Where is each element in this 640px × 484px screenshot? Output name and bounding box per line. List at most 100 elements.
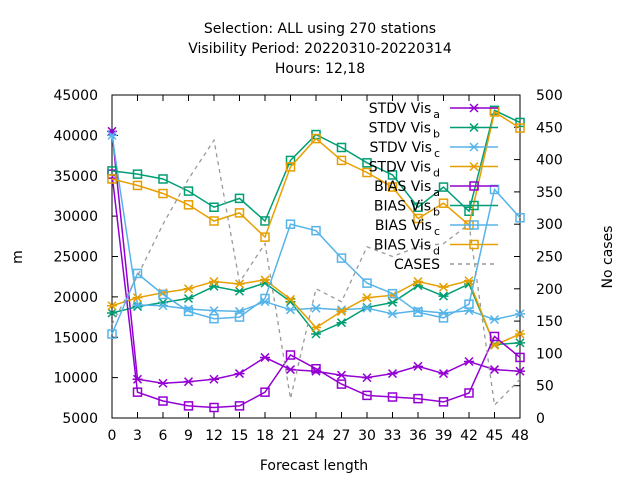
data-point [362,303,372,313]
data-point [464,299,474,309]
y2-tick-label: 0 [536,411,545,427]
data-point [387,170,398,180]
legend-label: STDV Vis b [369,121,440,141]
data-point [285,155,296,166]
data-point [311,133,321,144]
data-point [285,294,296,304]
data-point [132,293,143,303]
y2-tick-label: 350 [536,185,563,201]
y2-tick-label: 200 [536,282,563,298]
y-tick-label: 35000 [53,169,98,185]
x-tick-label: 24 [307,428,325,444]
legend-label: STDV Vis c [369,140,440,160]
x-tick-label: 42 [460,428,478,444]
data-point [438,282,449,292]
data-point [464,388,474,398]
data-point [234,369,245,379]
data-point [515,366,525,376]
y2-tick-label: 500 [536,88,563,104]
series-line [111,187,521,335]
data-point [132,268,143,279]
data-point [158,289,168,300]
data-point [158,378,168,388]
data-point [311,363,321,374]
data-point [413,361,423,371]
data-point [311,323,321,333]
data-point [132,374,143,384]
y2-tick-label: 250 [536,250,563,266]
data-point [362,158,372,168]
data-point [209,216,219,226]
data-point [489,365,500,375]
data-point [234,208,245,218]
data-point [183,186,194,196]
data-point [362,278,372,288]
series-line [111,279,521,347]
data-point [336,370,347,380]
data-point [489,314,500,325]
data-point [183,377,194,387]
data-point [413,277,423,287]
y-tick-label: 5000 [62,411,98,427]
data-point [464,206,474,217]
data-point [285,219,296,229]
data-point [209,374,219,384]
data-point [311,225,321,236]
data-point [515,123,525,133]
data-point [362,373,372,383]
x-tick-label: 27 [333,428,351,444]
data-point [107,329,117,339]
data-point [158,174,168,184]
x-axis-label: Forecast length [260,458,368,474]
data-point [260,352,270,362]
data-point [387,369,398,379]
x-tick-label: 39 [435,428,453,444]
x-tick-label: 6 [159,428,168,444]
data-point [234,279,245,289]
data-point [183,284,194,294]
data-point [209,281,219,291]
x-tick-label: 3 [133,428,142,444]
data-point [336,318,347,328]
y2-tick-label: 50 [536,379,554,395]
data-point [158,301,168,311]
data-point [387,297,398,308]
data-point [234,193,245,204]
x-tick-label: 30 [358,428,376,444]
x-tick-label: 12 [205,428,223,444]
legend-label: BIAS Vis d [374,238,440,258]
data-point [260,387,270,397]
data-point [387,288,398,299]
series-line [111,282,521,346]
data-point [336,379,347,389]
data-point [464,276,474,286]
y-tick-label: 45000 [53,88,98,104]
y-tick-label: 25000 [53,250,98,266]
y2-tick-label: 100 [536,346,563,362]
chart-title-line: Visibility Period: 20220310-20220314 [188,41,452,57]
legend-marker [469,200,479,211]
y-tick-label: 30000 [53,209,98,225]
data-point [413,213,423,224]
data-point [515,329,525,339]
y2-tick-label: 150 [536,314,563,330]
legend-marker [469,122,479,133]
legend-label: BIAS Vis c [375,218,440,238]
series-line [111,138,521,407]
legend-marker [469,103,479,113]
legend-label: BIAS Vis b [374,199,440,219]
x-tick-label: 48 [511,428,529,444]
data-point [489,331,500,342]
data-point [515,352,525,363]
data-point [362,390,372,401]
data-point [515,212,525,223]
data-point [387,392,398,402]
legend-marker [469,239,479,250]
data-point [209,306,219,316]
y-tick-label: 40000 [53,128,98,144]
legend-marker [469,161,479,172]
data-point [285,365,296,375]
data-point [209,313,219,324]
data-point [285,350,296,360]
